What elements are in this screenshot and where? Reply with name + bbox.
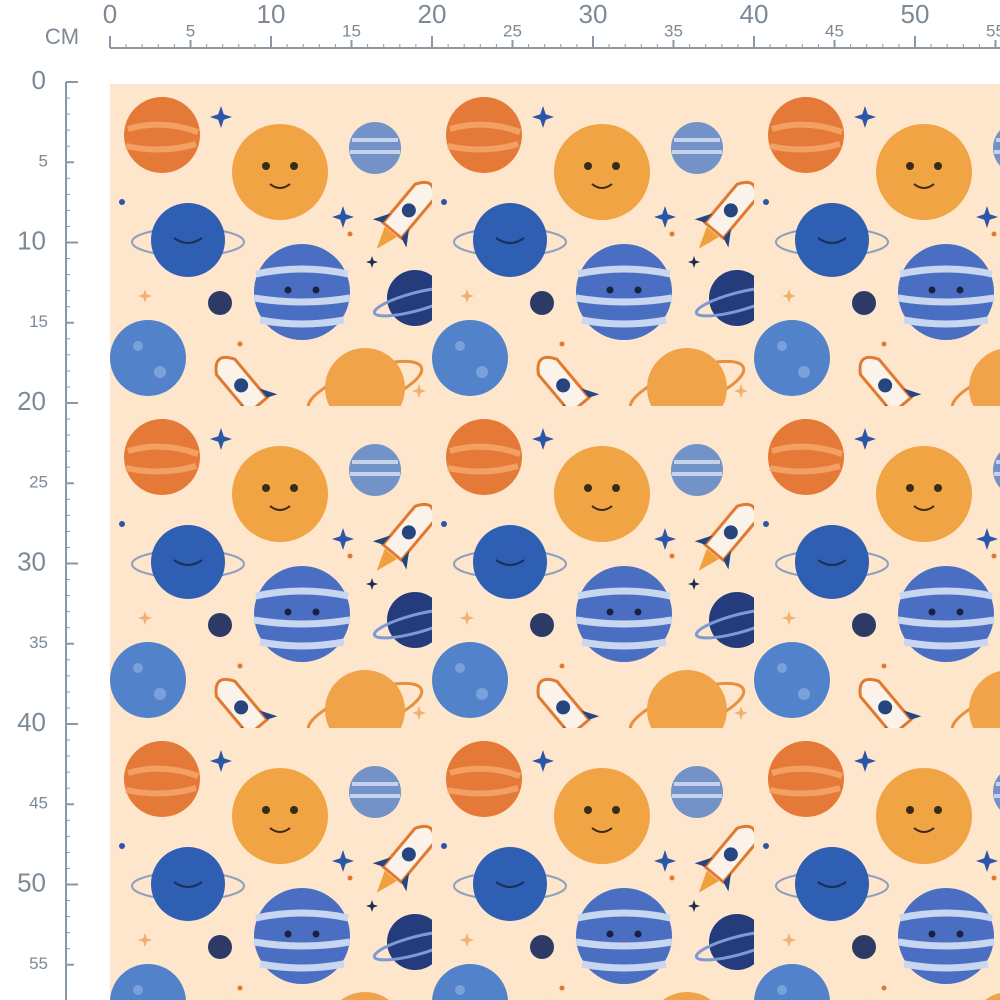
ruler-label: 30 (17, 546, 46, 576)
ruler-label: 5 (39, 152, 48, 171)
ruler-label: 15 (29, 312, 48, 331)
ruler-label: 0 (103, 0, 117, 29)
ruler-label: 50 (17, 867, 46, 897)
ruler-label: 15 (342, 21, 361, 40)
ruler-label: 55 (29, 954, 48, 973)
ruler-label: 30 (579, 0, 608, 29)
ruler-label: 40 (740, 0, 769, 29)
ruler-label: 55 (986, 21, 1000, 40)
ruler-label: 50 (901, 0, 930, 29)
ruler-label: 0 (32, 65, 46, 95)
ruler-label: 10 (17, 225, 46, 255)
ruler-label: 35 (29, 633, 48, 652)
ruler-label: 25 (29, 473, 48, 492)
fabric (110, 84, 1000, 1000)
ruler-label: 20 (418, 0, 447, 29)
unit-label: CM (45, 24, 79, 49)
ruler-label: 40 (17, 707, 46, 737)
ruler-label: 5 (186, 21, 195, 40)
ruler-label: 25 (503, 21, 522, 40)
ruler-label: 45 (825, 21, 844, 40)
ruler-label: 20 (17, 386, 46, 416)
ruler-label: 10 (257, 0, 286, 29)
ruler-label: 45 (29, 794, 48, 813)
ruler-label: 35 (664, 21, 683, 40)
